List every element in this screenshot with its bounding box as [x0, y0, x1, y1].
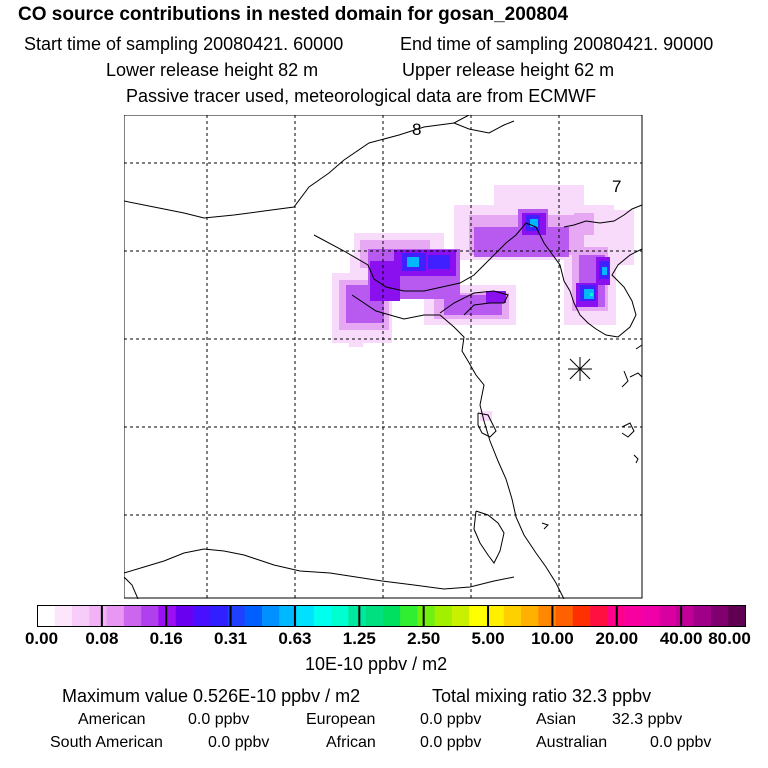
colorbar-cell [400, 605, 418, 627]
receptor-marker-icon [568, 357, 592, 381]
colorbar-cell [331, 605, 349, 627]
colorbar-cell [417, 605, 435, 627]
colorbar-cell [382, 605, 401, 627]
colorbar-cell [141, 605, 159, 627]
colorbar-cell [521, 605, 539, 627]
region-name-asian: Asian [536, 711, 577, 728]
colorbar-tick-label: 0.16 [149, 629, 183, 648]
colorbar-cell [244, 605, 263, 627]
colorbar-cell [572, 605, 591, 627]
colorbar-cell [469, 605, 487, 627]
colorbar-cell [624, 605, 643, 627]
colorbar-tick-label: 0.00 [24, 629, 59, 648]
colorbar-cell [37, 605, 56, 627]
colorbar-cell [313, 605, 332, 627]
region-name-european: European [306, 711, 376, 728]
plot-title: CO source contributions in nested domain… [18, 4, 569, 25]
colorbar-cell [676, 605, 694, 627]
lower-release-height: Lower release height 82 m [106, 60, 319, 80]
colorbar-unit: 10E-10 ppbv / m2 [305, 654, 448, 674]
tracer-note: Passive tracer used, meteorological data… [126, 86, 597, 106]
colorbar-cell [451, 605, 470, 627]
region-name-american: American [78, 711, 146, 728]
graticule [124, 115, 642, 598]
colorbar-cell [710, 605, 729, 627]
colorbar-tick-label: 0.08 [85, 629, 119, 648]
region-value-african: 0.0 ppbv [420, 734, 482, 751]
region-value-south-american: 0.0 ppbv [208, 734, 270, 751]
colorbar-tick-label: 0.31 [214, 629, 248, 648]
colorbar-cell [106, 605, 125, 627]
colorbar-tick-label: 1.25 [342, 629, 376, 648]
colorbar-cell [348, 605, 366, 627]
coastline [124, 115, 643, 599]
colorbar-cell [72, 605, 90, 627]
sampling-start: Start time of sampling 20080421. 60000 [24, 34, 344, 54]
colorbar-cell [503, 605, 522, 627]
map-label-a: 8 [412, 120, 421, 139]
colorbar-tick-label: 40.00 [659, 629, 703, 648]
region-value-asian: 32.3 ppbv [612, 711, 683, 728]
colorbar-cell [486, 605, 505, 627]
region-value-european: 0.0 ppbv [420, 711, 482, 728]
colorbar-cell [659, 605, 677, 627]
colorbar-cell [365, 605, 384, 627]
colorbar-cell [175, 605, 194, 627]
colorbar-cell [227, 605, 246, 627]
region-name-australian: Australian [536, 734, 608, 751]
map-panel: 8 7 [124, 115, 643, 599]
colorbar-cell [89, 605, 107, 627]
colorbar-cell [123, 605, 142, 627]
region-name-african: African [326, 734, 376, 751]
colorbar-cell [728, 605, 746, 627]
region-name-south-american: South American [50, 734, 163, 751]
colorbar-cell [693, 605, 712, 627]
maximum-value: Maximum value 0.526E-10 ppbv / m2 [62, 686, 361, 706]
region-value-american: 0.0 ppbv [188, 711, 250, 728]
colorbar-tick-label: 2.50 [407, 629, 441, 648]
colorbar-cell [210, 605, 228, 627]
colorbar-cell [296, 605, 315, 627]
colorbar-cell [192, 605, 211, 627]
total-mixing-ratio: Total mixing ratio 32.3 ppbv [432, 686, 652, 706]
colorbar-cell [555, 605, 574, 627]
map-label-b: 7 [612, 177, 621, 196]
colorbar-tick-label: 5.00 [471, 629, 505, 648]
colorbar-tick-label: 0.63 [278, 629, 312, 648]
colorbar-tick-label: 20.00 [595, 629, 639, 648]
upper-release-height: Upper release height 62 m [402, 60, 615, 80]
colorbar-tick-label: 10.00 [531, 629, 574, 648]
sampling-end: End time of sampling 20080421. 90000 [400, 34, 714, 54]
colorbar-cell [279, 605, 297, 627]
colorbar-cell [590, 605, 608, 627]
colorbar-tick-label: 80.00 [708, 629, 751, 648]
colorbar-cell [641, 605, 660, 627]
colorbar-cell [54, 605, 73, 627]
colorbar-cell [261, 605, 280, 627]
region-value-australian: 0.0 ppbv [650, 734, 712, 751]
colorbar [37, 605, 746, 627]
colorbar-cell [434, 605, 453, 627]
